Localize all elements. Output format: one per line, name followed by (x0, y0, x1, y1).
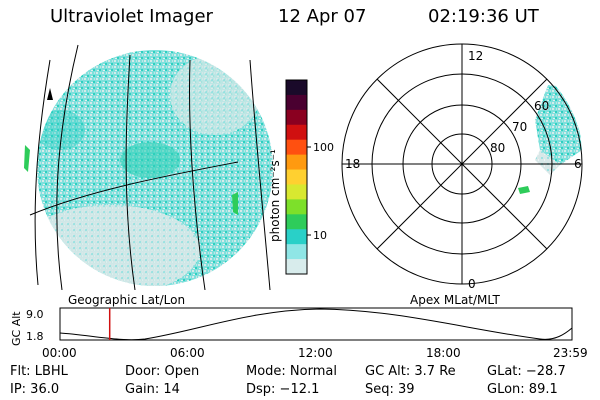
colorbar-segment (286, 124, 307, 141)
colorbar-segment (286, 169, 307, 185)
altitude-plot: GC Alt 9.0 1.8 00:00 06:00 12:00 18:00 2… (10, 307, 588, 360)
polar-panel-caption: Apex MLat/MLT (410, 293, 500, 307)
colorbar-segment (286, 80, 307, 96)
colorbar-segment (286, 214, 307, 230)
aurora-patch (518, 186, 530, 194)
gain-value: Gain: 14 (125, 382, 180, 397)
colorbar-segment (286, 139, 307, 156)
gc-alt-value: GC Alt: 3.7 Re (365, 364, 456, 379)
polar-plot: 12 18 6 0 60 70 80 (341, 43, 583, 291)
time-label: 02:19:36 UT (428, 6, 539, 27)
colorbar (286, 80, 307, 275)
colorbar-segment (286, 244, 307, 260)
time-tick: 12:00 (298, 346, 333, 360)
colorbar-segment (286, 154, 307, 171)
colorbar-segment (286, 184, 307, 200)
app-title: Ultraviolet Imager (50, 6, 213, 27)
geographic-grid (29, 44, 271, 290)
altitude-axis-label: GC Alt (10, 311, 23, 346)
mlat-label: 80 (490, 141, 505, 155)
mlt-label-midnight: 0 (468, 277, 476, 291)
time-tick: 06:00 (170, 346, 205, 360)
mlat-label: 60 (534, 99, 549, 113)
colorbar-label: photon cm⁻²s⁻¹ (268, 149, 282, 242)
door-value: Door: Open (125, 364, 200, 379)
mlat-label: 70 (512, 120, 527, 134)
polar-grid (341, 43, 583, 285)
colorbar-segment (286, 229, 307, 245)
altitude-tick: 9.0 (26, 308, 44, 321)
altitude-curve (59, 308, 573, 341)
dsp-value: Dsp: −12.1 (246, 382, 320, 397)
colorbar-tick: 100 (313, 141, 334, 154)
glon-value: GLon: 89.1 (487, 382, 558, 397)
colorbar-segment (286, 259, 307, 275)
mlt-label-dusk: 18 (345, 157, 360, 171)
aurora-patch (232, 192, 238, 215)
colorbar-segment (286, 199, 307, 215)
ip-value: IP: 36.0 (10, 382, 60, 397)
glat-value: GLat: −28.7 (487, 364, 566, 379)
altitude-tick: 1.8 (26, 330, 44, 343)
left-panel-caption: Geographic Lat/Lon (68, 293, 185, 307)
colorbar-segment (286, 94, 307, 111)
time-tick: 00:00 (42, 346, 77, 360)
mlt-label-dawn: 6 (574, 157, 582, 171)
uv-image-panel (24, 44, 273, 290)
colorbar-segment (286, 109, 307, 126)
north-arrow-icon (47, 88, 53, 100)
colorbar-tick: 10 (313, 229, 327, 242)
time-tick: 18:00 (426, 346, 461, 360)
aurora-patch (24, 145, 30, 172)
date-label: 12 Apr 07 (278, 6, 367, 27)
seq-value: Seq: 39 (365, 382, 415, 397)
time-tick: 23:59 (553, 346, 588, 360)
mlt-label-noon: 12 (468, 49, 483, 63)
mode-value: Mode: Normal (246, 364, 337, 379)
filter-value: Flt: LBHL (10, 364, 68, 379)
